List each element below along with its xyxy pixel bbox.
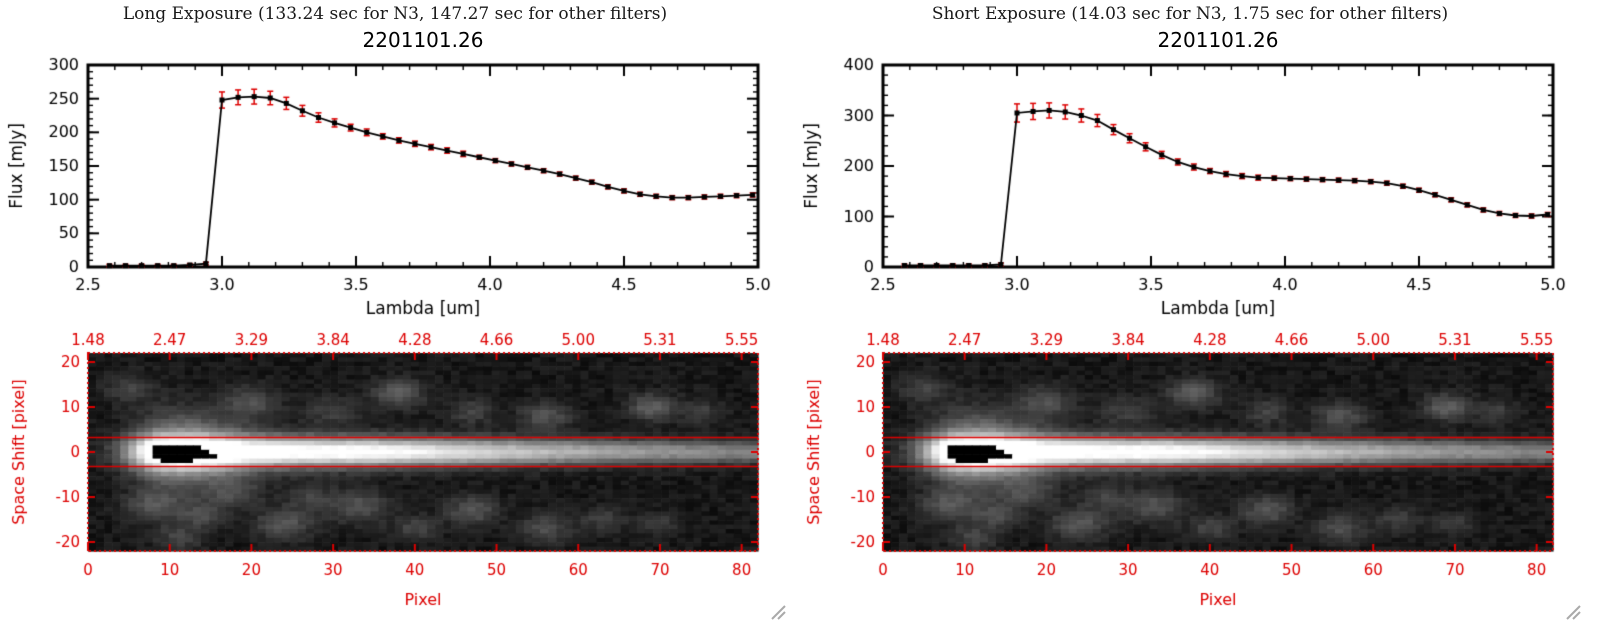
long-exposure-panel: Long Exposure (133.24 sec for N3, 147.27… [0, 0, 790, 630]
spatial-profile-image [0, 325, 790, 620]
flux-spectrum-plot [795, 53, 1585, 318]
resize-grip[interactable] [1563, 602, 1581, 620]
spectrum-title: 2201101.26 [1157, 28, 1279, 52]
spectrum-title: 2201101.26 [362, 28, 484, 52]
spatial-profile-image [795, 325, 1585, 620]
panel-header-short: Short Exposure (14.03 sec for N3, 1.75 s… [931, 4, 1449, 24]
panel-header-long: Long Exposure (133.24 sec for N3, 147.27… [122, 4, 668, 24]
resize-grip[interactable] [768, 602, 786, 620]
short-exposure-panel: Short Exposure (14.03 sec for N3, 1.75 s… [795, 0, 1585, 630]
flux-spectrum-plot [0, 53, 790, 318]
